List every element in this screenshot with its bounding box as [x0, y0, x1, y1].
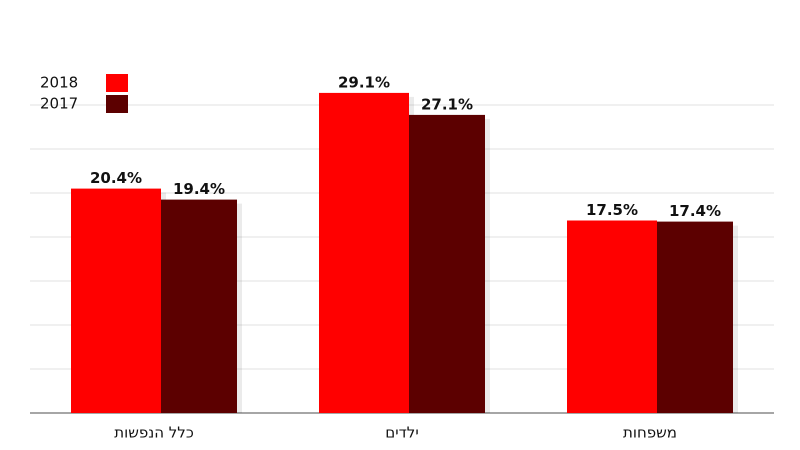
- legend-swatch: [106, 95, 128, 113]
- bar: [161, 199, 237, 413]
- value-label: 29.1%: [338, 73, 390, 91]
- value-label: 17.4%: [669, 202, 721, 220]
- value-label: 17.5%: [586, 201, 638, 219]
- value-label: 20.4%: [90, 169, 142, 187]
- legend-label: 2017: [40, 95, 78, 113]
- legend-swatch: [106, 74, 128, 92]
- value-label: 19.4%: [173, 180, 225, 198]
- bar: [567, 220, 657, 413]
- bar: [319, 92, 409, 414]
- value-label: 27.1%: [421, 95, 473, 113]
- legend-label: 2018: [40, 74, 78, 92]
- x-tick-label: משפחות: [623, 424, 677, 442]
- bar: [409, 114, 485, 414]
- bar-shadow: [485, 118, 490, 414]
- bar-shadow: [733, 225, 738, 413]
- x-tick-label: ילדים: [385, 424, 418, 442]
- x-tick-label: כלל הנפשות: [114, 424, 194, 442]
- bar-shadow: [237, 203, 242, 413]
- bar: [71, 188, 161, 413]
- bar: [657, 221, 733, 413]
